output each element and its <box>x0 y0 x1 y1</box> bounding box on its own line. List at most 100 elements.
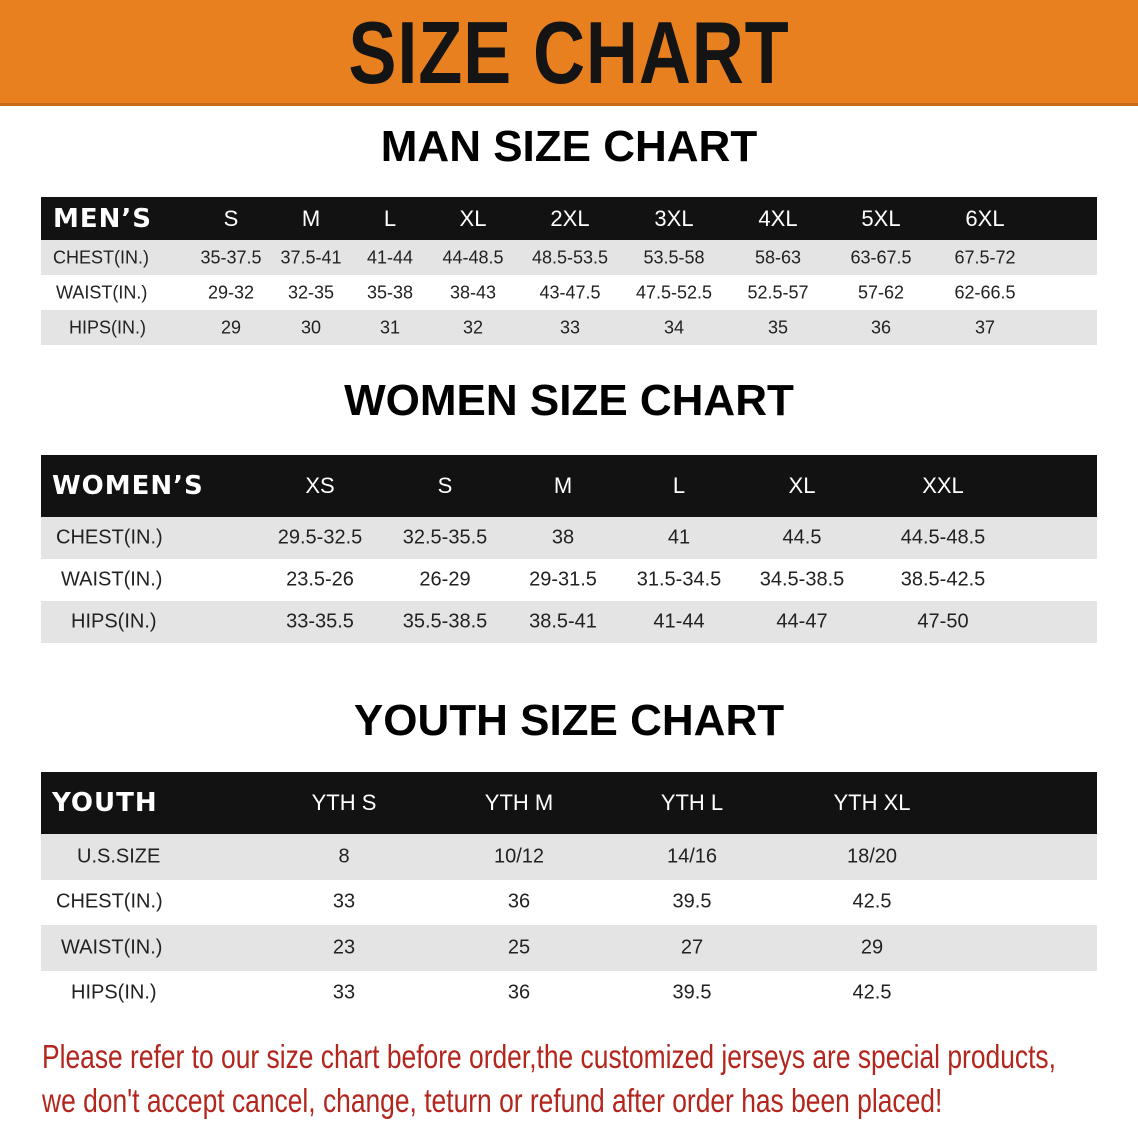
table-cell: 32.5-35.5 <box>402 526 488 549</box>
table-row: CHEST(IN.) 35-37.5 37.5-41 41-44 44-48.5 48.5… <box>41 240 1097 275</box>
table-cell: 62-66.5 <box>954 282 1016 302</box>
row-label: WAIST(IN.) <box>61 936 163 959</box>
table-cell: 33-35.5 <box>286 610 354 633</box>
table-cell: 34 <box>663 317 685 337</box>
table-cell: 37 <box>974 317 996 337</box>
table-cell: 33 <box>332 981 356 1004</box>
table-cell: 58-63 <box>754 247 802 267</box>
table-cell: 67.5-72 <box>954 247 1016 267</box>
table-cell: 32 <box>462 317 484 337</box>
table-cell: 25 <box>507 936 531 959</box>
table-cell: 39.5 <box>672 981 712 1004</box>
size-header: YTH S <box>311 790 377 815</box>
row-label: CHEST(IN.) <box>56 526 163 549</box>
table-cell: 33 <box>559 317 581 337</box>
size-header: S <box>437 473 453 498</box>
table-cell: 18/20 <box>846 845 898 868</box>
table-cell: 44.5-48.5 <box>900 526 986 549</box>
size-header: S <box>223 205 239 231</box>
table-cell: 32-35 <box>287 282 335 302</box>
row-label: HIPS(IN.) <box>71 610 157 633</box>
table-cell: 31.5-34.5 <box>636 568 722 591</box>
table-cell: 47.5-52.5 <box>635 282 713 302</box>
table-cell: 57-62 <box>857 282 905 302</box>
table-cell: 39.5 <box>672 890 712 913</box>
table-cell: 29.5-32.5 <box>277 526 363 549</box>
table-cell: 29-31.5 <box>529 568 597 591</box>
table-cell: 26-29 <box>419 568 471 591</box>
header-label: MEN’S <box>53 203 152 234</box>
table-row: U.S.SIZE 8 10/12 14/16 18/20 <box>41 834 1097 880</box>
table-cell: 43-47.5 <box>539 282 601 302</box>
table-cell: 53.5-58 <box>643 247 705 267</box>
row-label: HIPS(IN.) <box>69 317 147 337</box>
size-header: XXL <box>922 473 964 498</box>
table-cell: 38.5-42.5 <box>900 568 986 591</box>
men-section-title: MAN SIZE CHART <box>380 122 758 171</box>
youth-section-title: YOUTH SIZE CHART <box>353 696 785 745</box>
table-cell: 38.5-41 <box>529 610 597 633</box>
table-cell: 27 <box>680 936 704 959</box>
table-row: WAIST(IN.) 23.5-26 26-29 29-31.5 31.5-34.5 34… <box>41 559 1097 601</box>
table-row: CHEST(IN.) 33 36 39.5 42.5 <box>41 879 1097 925</box>
table-cell: 14/16 <box>666 845 718 868</box>
table-cell: 36 <box>507 981 531 1004</box>
row-label: WAIST(IN.) <box>61 568 163 591</box>
notice-line-1: Please refer to our size chart before or… <box>42 1038 1056 1075</box>
table-cell: 36 <box>870 317 892 337</box>
table-cell: 44-47 <box>776 610 828 633</box>
table-row: HIPS(IN.) 29 30 31 32 33 34 35 36 37 <box>41 310 1097 345</box>
table-cell: 31 <box>379 317 401 337</box>
row-label: WAIST(IN.) <box>56 282 148 302</box>
row-label: CHEST(IN.) <box>56 890 163 913</box>
table-cell: 33 <box>332 890 356 913</box>
row-label: HIPS(IN.) <box>71 981 157 1004</box>
table-cell: 41 <box>667 526 691 549</box>
table-cell: 35-38 <box>366 282 414 302</box>
table-cell: 35-37.5 <box>200 247 262 267</box>
row-label: U.S.SIZE <box>77 845 161 868</box>
row-label: CHEST(IN.) <box>53 247 149 267</box>
table-cell: 30 <box>300 317 322 337</box>
size-header: 2XL <box>550 205 590 231</box>
table-cell: 23 <box>332 936 356 959</box>
size-header: 6XL <box>965 205 1005 231</box>
table-cell: 42.5 <box>852 981 892 1004</box>
table-cell: 36 <box>507 890 531 913</box>
table-row: HIPS(IN.) 33 36 39.5 42.5 <box>41 970 1097 1016</box>
size-header: M <box>553 473 573 498</box>
table-cell: 34.5-38.5 <box>759 568 845 591</box>
table-cell: 29 <box>860 936 884 959</box>
table-cell: 23.5-26 <box>286 568 354 591</box>
table-row: WAIST(IN.) 23 25 27 29 <box>41 925 1097 971</box>
table-cell: 47-50 <box>917 610 969 633</box>
notice-line-2: we don't accept cancel, change, teturn o… <box>42 1082 943 1119</box>
size-header: 4XL <box>758 205 798 231</box>
table-cell: 41-44 <box>366 247 414 267</box>
size-header: YTH L <box>660 790 724 815</box>
table-cell: 42.5 <box>852 890 892 913</box>
header-label: WOMEN’S <box>52 471 204 501</box>
header-label: YOUTH <box>52 788 158 818</box>
size-header: 3XL <box>654 205 694 231</box>
table-row: WAIST(IN.) 29-32 32-35 35-38 38-43 43-47.5 47.… <box>41 275 1097 310</box>
header-row: MEN’S S M L XL 2XL 3XL 4XL 5XL 6XL <box>41 197 1097 240</box>
table-cell: 29-32 <box>207 282 255 302</box>
table-cell: 38 <box>551 526 575 549</box>
banner-title: SIZE CHART <box>348 3 790 102</box>
table-row: CHEST(IN.) 29.5-32.5 32.5-35.5 38 41 44.5 44.5… <box>41 517 1097 559</box>
size-header: M <box>301 205 321 231</box>
table-cell: 8 <box>338 845 350 868</box>
table-cell: 44.5 <box>782 526 822 549</box>
table-cell: 10/12 <box>493 845 545 868</box>
size-header: YTH XL <box>833 790 911 815</box>
table-cell: 35.5-38.5 <box>402 610 488 633</box>
table-cell: 48.5-53.5 <box>531 247 609 267</box>
table-cell: 37.5-41 <box>280 247 342 267</box>
table-cell: 38-43 <box>449 282 497 302</box>
table-cell: 44-48.5 <box>442 247 504 267</box>
women-section-title: WOMEN SIZE CHART <box>344 376 794 425</box>
table-cell: 63-67.5 <box>850 247 912 267</box>
table-cell: 52.5-57 <box>747 282 809 302</box>
size-header: L <box>672 473 686 498</box>
